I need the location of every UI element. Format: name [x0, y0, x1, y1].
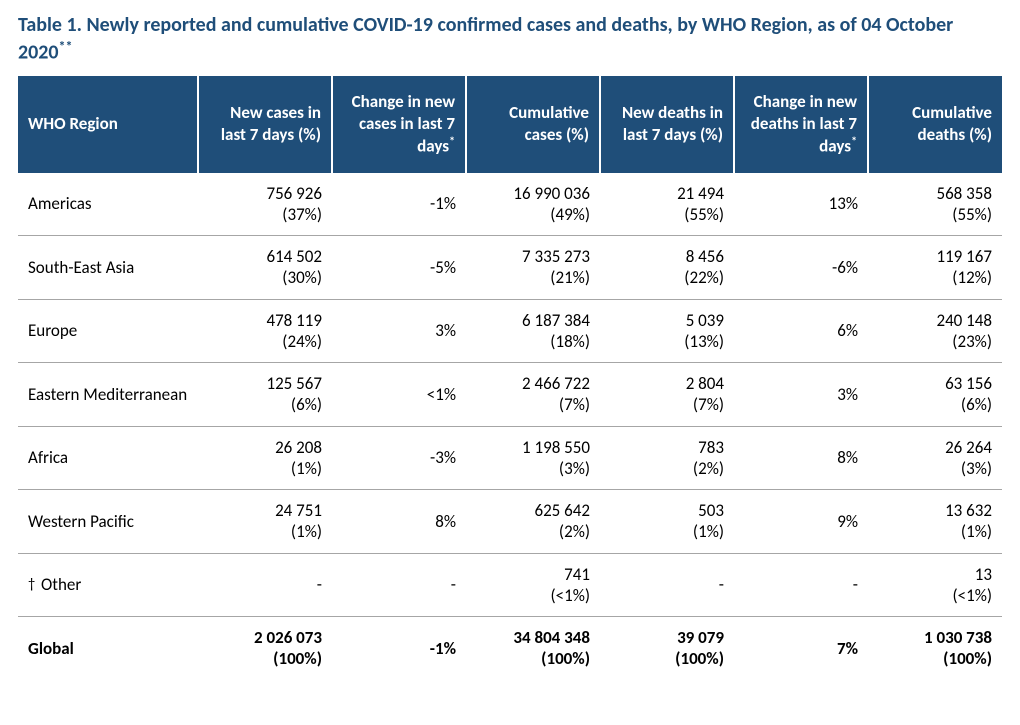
cell-cum_cases: 1 198 550 (3%): [466, 426, 600, 490]
cell-chg_cases: -1%: [332, 172, 466, 236]
cell-new_cases: 24 751 (1%): [198, 490, 332, 554]
cell-new_cases: 614 502 (30%): [198, 236, 332, 300]
col-header-cum_deaths: Cumulative deaths (%): [868, 76, 1002, 172]
cell-chg_cases: -5%: [332, 236, 466, 300]
cell-new_deaths: 503 (1%): [600, 490, 734, 554]
table-title: Table 1. Newly reported and cumulative C…: [18, 12, 1002, 66]
col-header-new_deaths: New deaths in last 7 days (%): [600, 76, 734, 172]
cell-chg_deaths: -6%: [734, 236, 868, 300]
cell-region: South-East Asia: [18, 236, 198, 300]
cell-region: † Other: [18, 553, 198, 617]
table-header-row: WHO RegionNew cases in last 7 days (%)Ch…: [18, 76, 1002, 172]
cell-chg_deaths: 3%: [734, 363, 868, 427]
page: Table 1. Newly reported and cumulative C…: [0, 0, 1020, 680]
cell-new_deaths: 39 079 (100%): [600, 617, 734, 680]
cell-cum_cases: 34 804 348 (100%): [466, 617, 600, 680]
cell-new_deaths: 21 494 (55%): [600, 172, 734, 236]
cell-new_cases: 2 026 073 (100%): [198, 617, 332, 680]
col-header-new_cases: New cases in last 7 days (%): [198, 76, 332, 172]
cell-cum_cases: 625 642 (2%): [466, 490, 600, 554]
table-header: WHO RegionNew cases in last 7 days (%)Ch…: [18, 76, 1002, 172]
cell-cum_cases: 741 (<1%): [466, 553, 600, 617]
cell-cum_cases: 7 335 273 (21%): [466, 236, 600, 300]
cell-cum_deaths: 1 030 738 (100%): [868, 617, 1002, 680]
who-region-table: WHO RegionNew cases in last 7 days (%)Ch…: [18, 76, 1002, 680]
cell-cum_deaths: 13 632 (1%): [868, 490, 1002, 554]
cell-new_deaths: 783 (2%): [600, 426, 734, 490]
cell-chg_cases: -: [332, 553, 466, 617]
table-row: Western Pacific24 751 (1%)8%625 642 (2%)…: [18, 490, 1002, 554]
cell-cum_cases: 6 187 384 (18%): [466, 299, 600, 363]
cell-region: Global: [18, 617, 198, 680]
cell-chg_cases: <1%: [332, 363, 466, 427]
col-header-chg_deaths: Change in new deaths in last 7 days*: [734, 76, 868, 172]
cell-chg_cases: -3%: [332, 426, 466, 490]
cell-chg_deaths: 8%: [734, 426, 868, 490]
cell-chg_deaths: 7%: [734, 617, 868, 680]
cell-region: Western Pacific: [18, 490, 198, 554]
cell-new_cases: 756 926 (37%): [198, 172, 332, 236]
cell-chg_cases: 8%: [332, 490, 466, 554]
cell-new_deaths: 8 456 (22%): [600, 236, 734, 300]
cell-new_cases: 26 208 (1%): [198, 426, 332, 490]
cell-region: Africa: [18, 426, 198, 490]
cell-new_cases: -: [198, 553, 332, 617]
cell-chg_deaths: 13%: [734, 172, 868, 236]
table-row: South-East Asia614 502 (30%)-5%7 335 273…: [18, 236, 1002, 300]
cell-chg_deaths: 9%: [734, 490, 868, 554]
table-row: Eastern Mediterranean125 567 (6%)<1%2 46…: [18, 363, 1002, 427]
cell-cum_deaths: 63 156 (6%): [868, 363, 1002, 427]
col-header-region: WHO Region: [18, 76, 198, 172]
cell-new_cases: 125 567 (6%): [198, 363, 332, 427]
cell-cum_deaths: 13 (<1%): [868, 553, 1002, 617]
table-row: Americas756 926 (37%)-1%16 990 036 (49%)…: [18, 172, 1002, 236]
cell-cum_deaths: 240 148 (23%): [868, 299, 1002, 363]
col-header-cum_cases: Cumulative cases (%): [466, 76, 600, 172]
cell-region: Eastern Mediterranean: [18, 363, 198, 427]
col-header-chg_cases: Change in new cases in last 7 days*: [332, 76, 466, 172]
cell-new_deaths: 5 039 (13%): [600, 299, 734, 363]
table-row-global: Global2 026 073 (100%)-1%34 804 348 (100…: [18, 617, 1002, 680]
table-body: Americas756 926 (37%)-1%16 990 036 (49%)…: [18, 172, 1002, 680]
table-row: Africa26 208 (1%)-3%1 198 550 (3%)783 (2…: [18, 426, 1002, 490]
cell-chg_deaths: -: [734, 553, 868, 617]
cell-cum_cases: 16 990 036 (49%): [466, 172, 600, 236]
table-row: † Other--741 (<1%)--13 (<1%): [18, 553, 1002, 617]
cell-region: Americas: [18, 172, 198, 236]
cell-cum_deaths: 119 167 (12%): [868, 236, 1002, 300]
cell-region: Europe: [18, 299, 198, 363]
cell-chg_deaths: 6%: [734, 299, 868, 363]
cell-cum_deaths: 26 264 (3%): [868, 426, 1002, 490]
cell-new_cases: 478 119 (24%): [198, 299, 332, 363]
cell-new_deaths: 2 804 (7%): [600, 363, 734, 427]
cell-cum_cases: 2 466 722 (7%): [466, 363, 600, 427]
cell-new_deaths: -: [600, 553, 734, 617]
table-row: Europe478 119 (24%)3%6 187 384 (18%)5 03…: [18, 299, 1002, 363]
cell-chg_cases: 3%: [332, 299, 466, 363]
cell-cum_deaths: 568 358 (55%): [868, 172, 1002, 236]
cell-chg_cases: -1%: [332, 617, 466, 680]
